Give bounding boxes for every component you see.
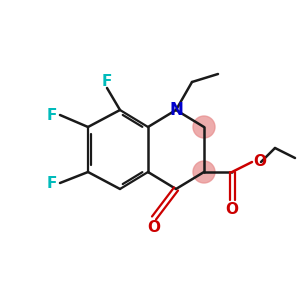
Text: O: O [254, 154, 266, 169]
Text: O: O [148, 220, 160, 235]
Circle shape [193, 116, 215, 138]
Text: O: O [226, 202, 238, 217]
Text: N: N [169, 101, 183, 119]
Text: F: F [102, 74, 112, 88]
Text: F: F [47, 176, 57, 190]
Circle shape [193, 161, 215, 183]
Text: F: F [47, 107, 57, 122]
